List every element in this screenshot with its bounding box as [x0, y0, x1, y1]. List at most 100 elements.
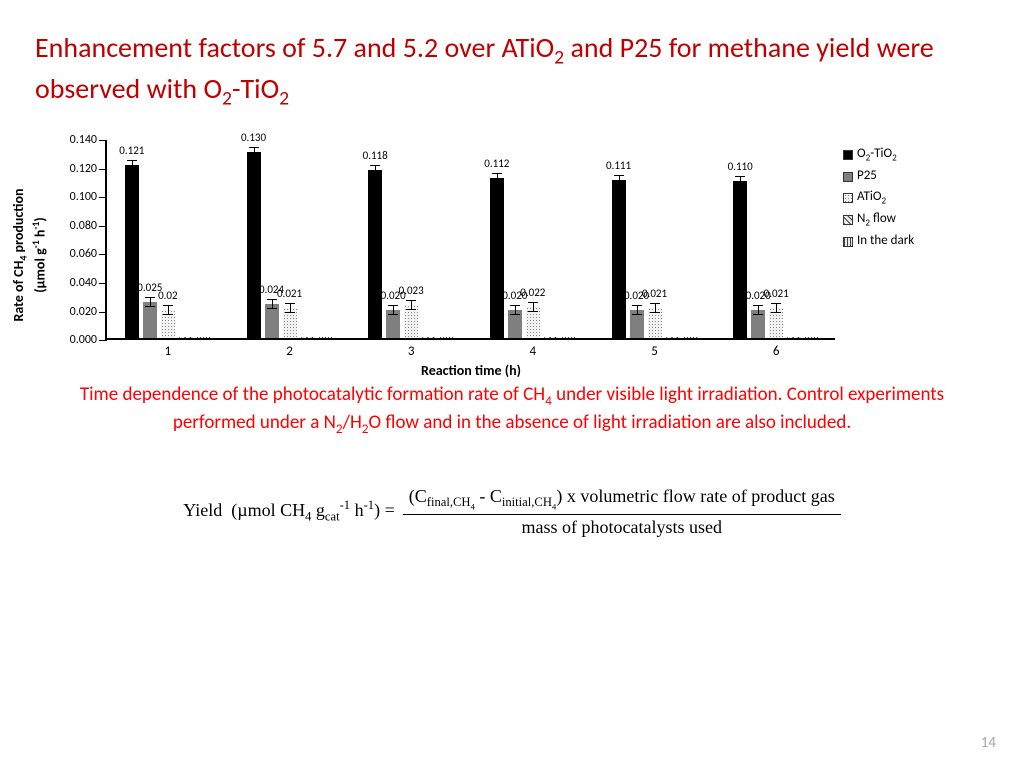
error-bar [650, 303, 660, 313]
bar-atio2: 0.023 [404, 305, 418, 338]
yield-formula: Yield (µmol CH4 gcat-1 h-1) = (Cfinal,CH… [35, 486, 989, 538]
legend-item: P25 [843, 166, 914, 187]
formula-lhs: Yield (µmol CH4 gcat-1 h-1) = [183, 498, 395, 525]
error-bar [127, 160, 137, 170]
bar-dark [440, 337, 454, 338]
bar-dark [562, 337, 576, 338]
y-tick-label: 0.120 [70, 162, 97, 176]
slide-title: Enhancement factors of 5.7 and 5.2 over … [35, 30, 989, 112]
bar-atio2: 0.021 [769, 308, 783, 338]
formula-numerator: (Cfinal,CH4 - Cinitial,CH4) x volumetric… [403, 486, 841, 515]
bar-value-label: 0.022 [520, 286, 545, 299]
x-axis-label: Reaction time (h) [421, 362, 521, 379]
y-tick [99, 312, 107, 313]
bar-value-label: 0.02 [158, 289, 178, 302]
bar-o2tio2: 0.118 [368, 170, 382, 339]
bar-value-label: 0.023 [399, 284, 424, 297]
error-bar [145, 297, 155, 307]
bar-n2 [179, 337, 193, 338]
bar-o2tio2: 0.111 [612, 180, 626, 339]
error-bar [614, 175, 624, 185]
y-tick [99, 254, 107, 255]
bar-value-label: 0.112 [484, 157, 509, 170]
legend-swatch [843, 237, 853, 247]
chart-caption: Time dependence of the photocatalytic fo… [45, 382, 979, 437]
bar-atio2: 0.02 [161, 310, 175, 339]
y-tick [99, 283, 107, 284]
bar-dark [684, 337, 698, 338]
legend-swatch [843, 215, 853, 225]
x-tick-label: 2 [286, 344, 293, 359]
bar-n2 [787, 337, 801, 338]
y-tick-label: 0.140 [70, 133, 97, 147]
legend-label: In the dark [857, 231, 914, 252]
legend-label: P25 [857, 166, 877, 187]
bar-dark [805, 337, 819, 338]
legend-label: O2-TiO2 [857, 144, 897, 166]
y-axis-label: Rate of CH4 production(µmol g-1 h-1) [10, 189, 48, 322]
legend-label: N2 flow [857, 209, 896, 231]
error-bar [285, 303, 295, 313]
bar-value-label: 0.021 [642, 287, 667, 300]
legend-item: In the dark [843, 231, 914, 252]
error-bar [370, 165, 380, 175]
error-bar [510, 305, 520, 315]
legend-item: O2-TiO2 [843, 144, 914, 166]
bar-value-label: 0.110 [728, 160, 753, 173]
error-bar [632, 305, 642, 315]
y-tick [99, 197, 107, 198]
bar-n2 [666, 337, 680, 338]
formula-fraction: (Cfinal,CH4 - Cinitial,CH4) x volumetric… [403, 486, 841, 538]
page-number: 14 [981, 734, 996, 752]
error-bar [249, 147, 259, 157]
bar-dark [319, 337, 333, 338]
bar-p25: 0.020 [508, 310, 522, 339]
y-tick [99, 226, 107, 227]
bar-p25: 0.020 [630, 310, 644, 339]
error-bar [388, 305, 398, 315]
y-tick-label: 0.060 [70, 247, 97, 261]
bar-p25: 0.024 [265, 304, 279, 338]
bar-value-label: 0.118 [363, 149, 388, 162]
x-tick-label: 1 [165, 344, 172, 359]
legend-swatch [843, 193, 853, 203]
legend-swatch [843, 150, 853, 160]
error-bar [771, 303, 781, 313]
bar-o2tio2: 0.110 [733, 181, 747, 338]
y-tick-label: 0.100 [70, 190, 97, 204]
error-bar [753, 305, 763, 315]
bar-value-label: 0.021 [764, 287, 789, 300]
y-tick-label: 0.020 [70, 305, 97, 319]
x-tick-label: 4 [530, 344, 537, 359]
bar-atio2: 0.021 [283, 308, 297, 338]
legend-item: ATiO2 [843, 187, 914, 209]
bar-value-label: 0.130 [241, 131, 266, 144]
bar-n2 [544, 337, 558, 338]
bar-o2tio2: 0.112 [490, 178, 504, 338]
bar-o2tio2: 0.121 [125, 165, 139, 338]
error-bar [163, 305, 173, 315]
error-bar [267, 299, 277, 309]
bar-n2 [422, 337, 436, 338]
x-tick-label: 5 [651, 344, 658, 359]
y-tick [99, 340, 107, 341]
legend-swatch [843, 172, 853, 182]
error-bar [492, 173, 502, 183]
error-bar [735, 176, 745, 186]
y-tick-label: 0.080 [70, 219, 97, 233]
y-tick-label: 0.000 [70, 333, 97, 347]
y-tick [99, 169, 107, 170]
bar-chart: Rate of CH4 production(µmol g-1 h-1) Rea… [35, 140, 955, 370]
bar-value-label: 0.021 [277, 287, 302, 300]
x-tick-label: 3 [408, 344, 415, 359]
bar-dark [197, 337, 211, 338]
x-tick-label: 6 [773, 344, 780, 359]
formula-denominator: mass of photocatalysts used [516, 515, 728, 538]
legend: O2-TiO2P25ATiO2N2 flowIn the dark [843, 144, 914, 252]
bar-n2 [301, 337, 315, 338]
bar-p25: 0.020 [386, 310, 400, 339]
bar-p25: 0.025 [143, 302, 157, 338]
bar-p25: 0.020 [751, 310, 765, 339]
y-tick-label: 0.040 [70, 276, 97, 290]
legend-label: ATiO2 [857, 187, 886, 209]
